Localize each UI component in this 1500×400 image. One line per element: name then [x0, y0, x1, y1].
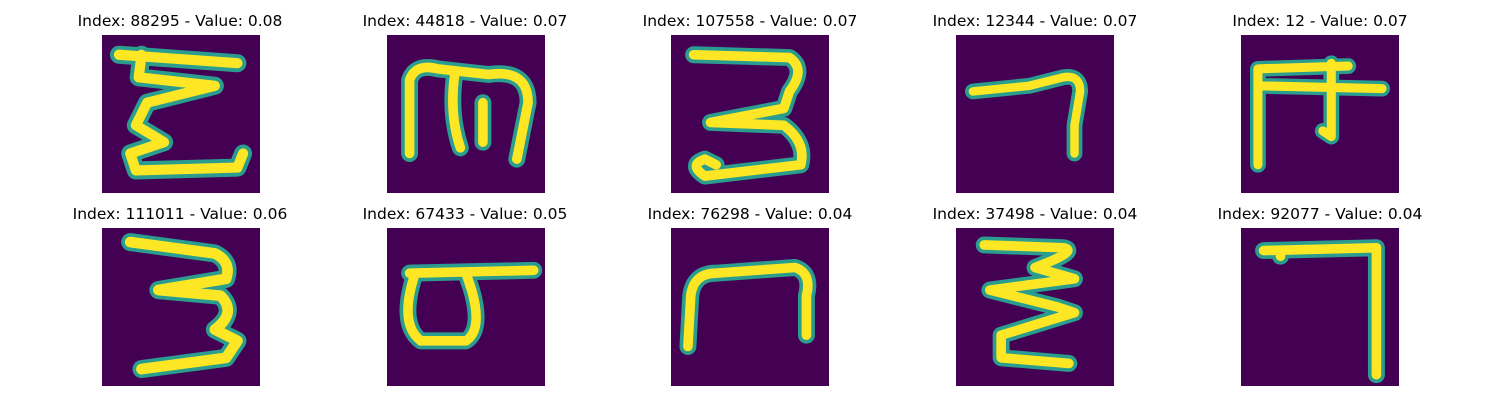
tile-title: Index: 76298 - Value: 0.04: [647, 205, 853, 223]
glyph-drawing: [1250, 55, 1390, 173]
tile-title: Index: 107558 - Value: 0.07: [642, 12, 858, 30]
glyph-image: [387, 35, 545, 193]
glyph-drawing: [685, 46, 811, 185]
tile-title: Index: 12344 - Value: 0.07: [932, 12, 1138, 30]
tile-title: Index: 12 - Value: 0.07: [1232, 12, 1408, 30]
glyph-image: [671, 228, 829, 386]
glyph-drawing: [975, 236, 1083, 372]
glyph-image: [956, 35, 1114, 193]
glyph-drawing: [399, 261, 543, 350]
tile-title: Index: 88295 - Value: 0.08: [77, 12, 283, 30]
glyph-image: [671, 35, 829, 193]
glyph-drawing: [679, 259, 817, 355]
tile-title: Index: 67433 - Value: 0.05: [362, 205, 568, 223]
glyph-image: [102, 228, 260, 386]
glyph-image: [102, 35, 260, 193]
glyph-drawing: [401, 59, 537, 168]
tile-title: Index: 37498 - Value: 0.04: [932, 205, 1138, 223]
tile-title: Index: 92077 - Value: 0.04: [1217, 205, 1423, 223]
glyph-drawing: [109, 45, 253, 180]
glyph-drawing: [1255, 239, 1385, 384]
glyph-image: [956, 228, 1114, 386]
glyph-image: [1241, 228, 1399, 386]
glyph-image: [1241, 35, 1399, 193]
tile-title: Index: 44818 - Value: 0.07: [362, 12, 568, 30]
glyph-drawing: [965, 69, 1089, 162]
glyph-image: [387, 228, 545, 386]
tile-title: Index: 111011 - Value: 0.06: [72, 205, 288, 223]
glyph-drawing: [121, 233, 247, 379]
